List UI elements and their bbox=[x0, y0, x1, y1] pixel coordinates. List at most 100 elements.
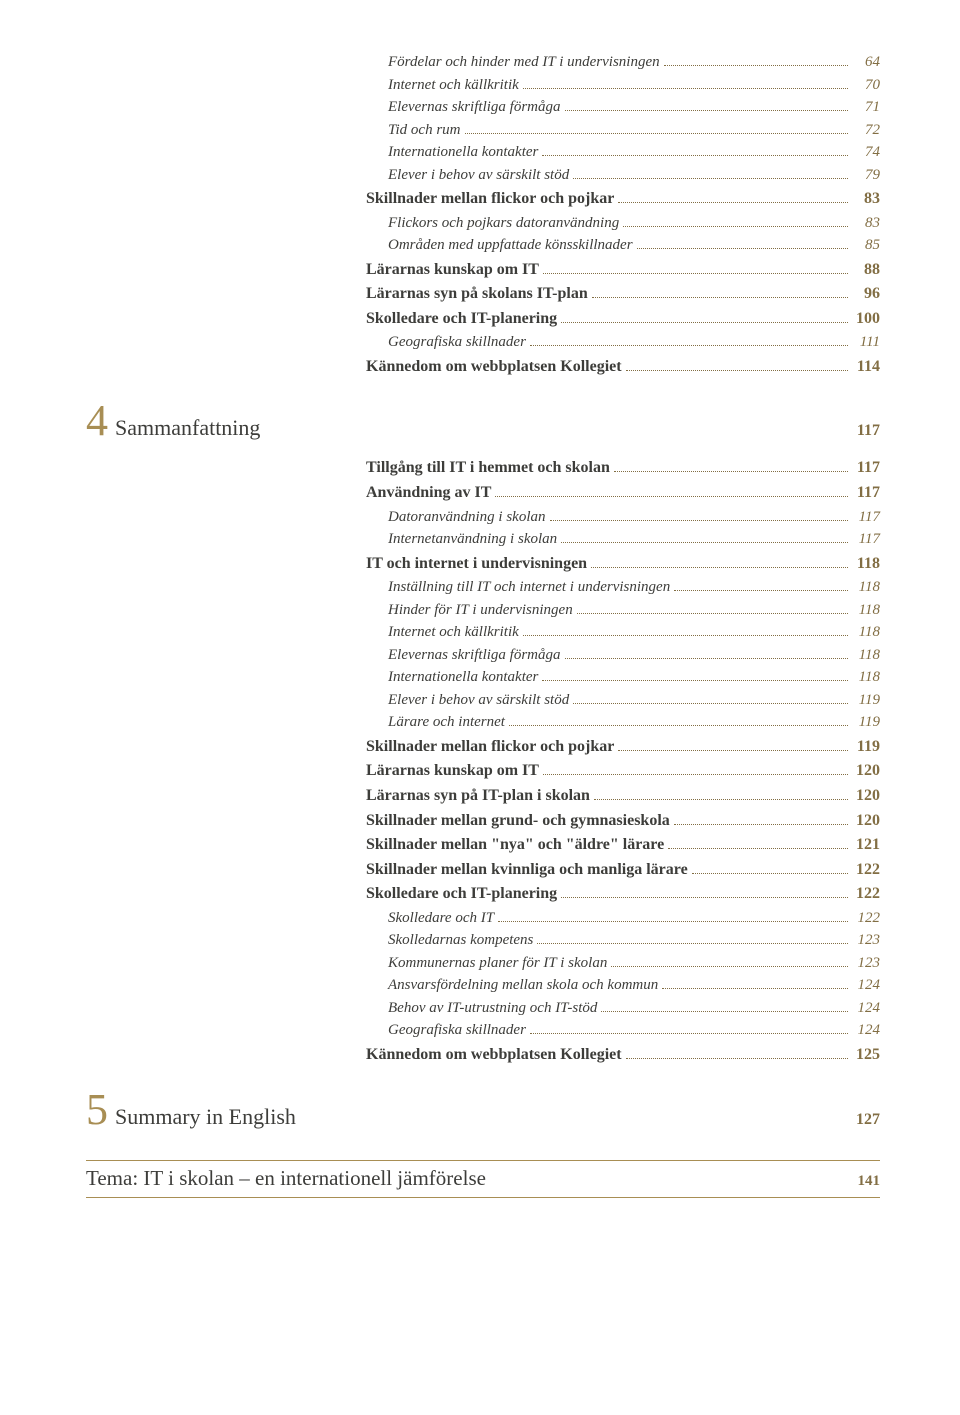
toc-entry-label: Elever i behov av särskilt stöd bbox=[388, 692, 569, 709]
toc-entry[interactable]: Lärarnas kunskap om IT88 bbox=[366, 261, 880, 279]
toc-entry-page: 122 bbox=[852, 910, 880, 927]
toc-leader-dots bbox=[542, 155, 848, 156]
toc-entry-page: 100 bbox=[852, 310, 880, 328]
toc-entry-page: 121 bbox=[852, 836, 880, 854]
toc-entry-page: 120 bbox=[852, 787, 880, 805]
toc-entry-label: Hinder för IT i undervisningen bbox=[388, 602, 573, 619]
toc-entry-page: 122 bbox=[852, 861, 880, 879]
toc-entry-label: Lärare och internet bbox=[388, 714, 505, 731]
toc-entry-page: 117 bbox=[852, 484, 880, 502]
toc-entry[interactable]: Hinder för IT i undervisningen118 bbox=[366, 602, 880, 619]
toc-leader-dots bbox=[592, 297, 848, 298]
toc-entry-label: Skolledare och IT bbox=[388, 910, 494, 927]
toc-entry[interactable]: Internetanvändning i skolan117 bbox=[366, 531, 880, 548]
toc-entry-page: 74 bbox=[852, 144, 880, 161]
toc-leader-dots bbox=[626, 370, 848, 371]
toc-entry-page: 124 bbox=[852, 1022, 880, 1039]
toc-entry-page: 64 bbox=[852, 54, 880, 71]
toc-leader-dots bbox=[542, 680, 848, 681]
toc-entry[interactable]: Elevernas skriftliga förmåga118 bbox=[366, 647, 880, 664]
toc-entry[interactable]: Kännedom om webbplatsen Kollegiet 125 bbox=[366, 1046, 880, 1064]
toc-entry-label: Flickors och pojkars datoranvändning bbox=[388, 215, 619, 232]
toc-entry[interactable]: Skolledare och IT 122 bbox=[366, 910, 880, 927]
toc-entry-page: 118 bbox=[852, 555, 880, 573]
toc-entry[interactable]: Skolledarnas kompetens123 bbox=[366, 932, 880, 949]
toc-entry-page: 118 bbox=[852, 579, 880, 596]
toc-entry[interactable]: Geografiska skillnader111 bbox=[366, 334, 880, 351]
toc-entry-label: IT och internet i undervisningen bbox=[366, 555, 587, 573]
toc-entry[interactable]: Internationella kontakter118 bbox=[366, 669, 880, 686]
toc-entry[interactable]: Kännedom om webbplatsen Kollegiet114 bbox=[366, 358, 880, 376]
toc-entry-page: 72 bbox=[852, 122, 880, 139]
toc-entry-label: Kännedom om webbplatsen Kollegiet bbox=[366, 1046, 622, 1064]
toc-entry-label: Skillnader mellan grund- och gymnasiesko… bbox=[366, 812, 670, 830]
toc-leader-dots bbox=[561, 897, 848, 898]
toc-entry-label: Skillnader mellan flickor och pojkar bbox=[366, 190, 614, 208]
toc-entry-label: Elevernas skriftliga förmåga bbox=[388, 99, 561, 116]
toc-entry[interactable]: Tid och rum72 bbox=[366, 122, 880, 139]
toc-entry[interactable]: Internationella kontakter74 bbox=[366, 144, 880, 161]
toc-entry-label: Lärarnas kunskap om IT bbox=[366, 762, 539, 780]
toc-entry-label: Områden med uppfattade könsskillnader bbox=[388, 237, 633, 254]
toc-entry[interactable]: IT och internet i undervisningen 118 bbox=[366, 555, 880, 573]
toc-leader-dots bbox=[623, 226, 848, 227]
toc-entry[interactable]: Kommunernas planer för IT i skolan123 bbox=[366, 955, 880, 972]
toc-entry[interactable]: Skillnader mellan grund- och gymnasiesko… bbox=[366, 812, 880, 830]
tema-row[interactable]: Tema: IT i skolan – en internationell jä… bbox=[86, 1160, 880, 1198]
toc-leader-dots bbox=[565, 110, 849, 111]
toc-leader-dots bbox=[561, 542, 848, 543]
toc-entry-label: Tillgång till IT i hemmet och skolan bbox=[366, 459, 610, 477]
toc-entry[interactable]: Behov av IT-utrustning och IT-stöd124 bbox=[366, 1000, 880, 1017]
toc-entry[interactable]: Elever i behov av särskilt stöd79 bbox=[366, 167, 880, 184]
toc-entry[interactable]: Internet och källkritik 70 bbox=[366, 77, 880, 94]
toc-entry-label: Kännedom om webbplatsen Kollegiet bbox=[366, 358, 622, 376]
toc-entry-label: Skolledare och IT-planering bbox=[366, 310, 557, 328]
toc-entry-label: Datoranvändning i skolan bbox=[388, 509, 546, 526]
toc-leader-dots bbox=[543, 774, 848, 775]
chapter-4-heading[interactable]: 4 Sammanfattning 117 bbox=[86, 399, 880, 443]
chapter-number: 5 bbox=[86, 1088, 107, 1132]
toc-entry[interactable]: Fördelar och hinder med IT i undervisnin… bbox=[366, 54, 880, 71]
toc-entry[interactable]: Skolledare och IT-planering 100 bbox=[366, 310, 880, 328]
toc-entry[interactable]: Lärarnas syn på IT-plan i skolan120 bbox=[366, 787, 880, 805]
tema-page: 141 bbox=[858, 1173, 881, 1190]
toc-entry[interactable]: Skillnader mellan kvinnliga och manliga … bbox=[366, 861, 880, 879]
toc-leader-dots bbox=[674, 824, 848, 825]
toc-entry[interactable]: Ansvarsfördelning mellan skola och kommu… bbox=[366, 977, 880, 994]
toc-entry[interactable]: Skillnader mellan flickor och pojkar119 bbox=[366, 738, 880, 756]
toc-entry[interactable]: Flickors och pojkars datoranvändning83 bbox=[366, 215, 880, 232]
toc-entry[interactable]: Geografiska skillnader124 bbox=[366, 1022, 880, 1039]
toc-entry[interactable]: Inställning till IT och internet i under… bbox=[366, 579, 880, 596]
toc-leader-dots bbox=[692, 873, 848, 874]
toc-entry-page: 71 bbox=[852, 99, 880, 116]
toc-entry[interactable]: Skillnader mellan "nya" och "äldre" lära… bbox=[366, 836, 880, 854]
toc-entry[interactable]: Skillnader mellan flickor och pojkar83 bbox=[366, 190, 880, 208]
toc-leader-dots bbox=[550, 520, 849, 521]
toc-entry[interactable]: Områden med uppfattade könsskillnader85 bbox=[366, 237, 880, 254]
toc-pre-chapter: Fördelar och hinder med IT i undervisnin… bbox=[366, 54, 880, 375]
toc-leader-dots bbox=[465, 133, 848, 134]
toc-entry-label: Skillnader mellan "nya" och "äldre" lära… bbox=[366, 836, 664, 854]
toc-entry[interactable]: Användning av IT117 bbox=[366, 484, 880, 502]
toc-entry[interactable]: Elever i behov av särskilt stöd119 bbox=[366, 692, 880, 709]
toc-entry-page: 124 bbox=[852, 977, 880, 994]
toc-entry-page: 70 bbox=[852, 77, 880, 94]
toc-entry-page: 125 bbox=[852, 1046, 880, 1064]
toc-entry[interactable]: Datoranvändning i skolan117 bbox=[366, 509, 880, 526]
chapter-5-heading[interactable]: 5 Summary in English 127 bbox=[86, 1088, 880, 1132]
toc-entry-page: 79 bbox=[852, 167, 880, 184]
toc-entry[interactable]: Elevernas skriftliga förmåga 71 bbox=[366, 99, 880, 116]
toc-entry[interactable]: Tillgång till IT i hemmet och skolan117 bbox=[366, 459, 880, 477]
toc-leader-dots bbox=[591, 567, 848, 568]
toc-entry-label: Lärarnas kunskap om IT bbox=[366, 261, 539, 279]
toc-leader-dots bbox=[662, 988, 848, 989]
toc-entry-label: Internet och källkritik bbox=[388, 77, 519, 94]
toc-entry-label: Internetanvändning i skolan bbox=[388, 531, 557, 548]
toc-entry-label: Internet och källkritik bbox=[388, 624, 519, 641]
toc-entry[interactable]: Skolledare och IT-planering122 bbox=[366, 885, 880, 903]
toc-entry-page: 119 bbox=[852, 714, 880, 731]
toc-entry[interactable]: Lärare och internet 119 bbox=[366, 714, 880, 731]
toc-entry[interactable]: Lärarnas kunskap om IT120 bbox=[366, 762, 880, 780]
toc-entry[interactable]: Internet och källkritik118 bbox=[366, 624, 880, 641]
toc-entry[interactable]: Lärarnas syn på skolans IT-plan96 bbox=[366, 285, 880, 303]
